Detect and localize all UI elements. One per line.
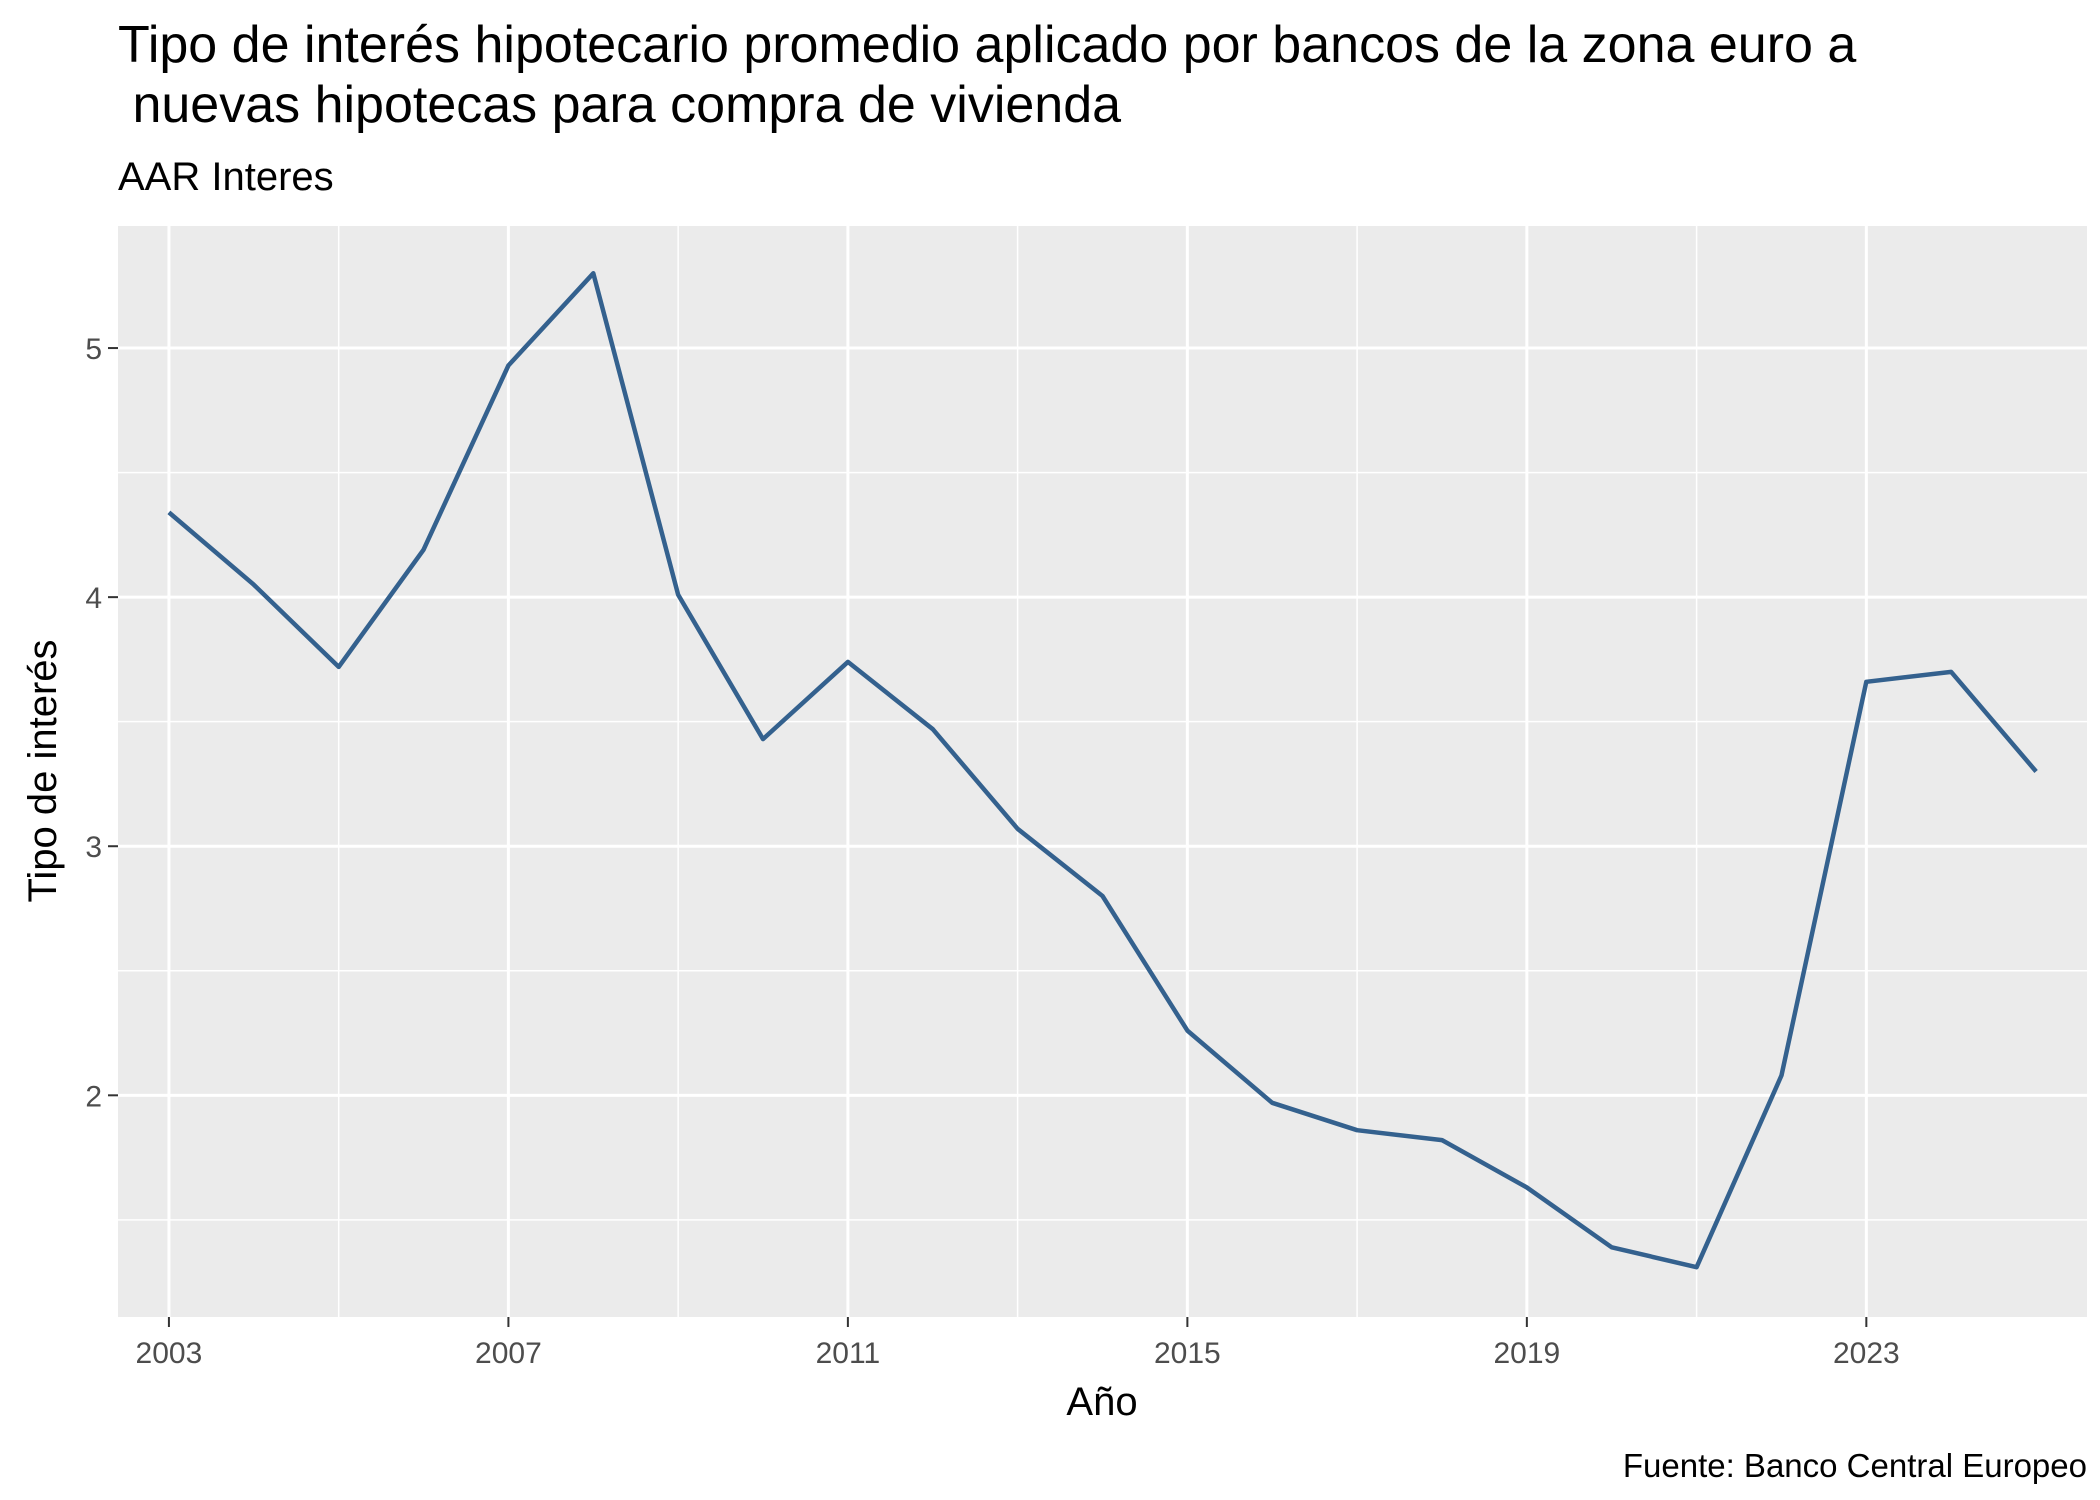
x-tick-label: 2019 — [1493, 1337, 1560, 1370]
chart-subtitle: AAR Interes — [118, 155, 334, 199]
plot-panel — [118, 226, 2087, 1317]
caption: Fuente: Banco Central Europeo — [1623, 1447, 2087, 1484]
y-axis-title: Tipo de interés — [21, 639, 65, 902]
x-tick-label: 2007 — [475, 1337, 542, 1370]
x-axis-title: Año — [1066, 1380, 1137, 1424]
x-tick-label: 2011 — [816, 1337, 881, 1370]
x-tick-label: 2015 — [1154, 1337, 1221, 1370]
y-tick-label: 5 — [85, 333, 102, 366]
chart-title-line-1: Tipo de interés hipotecario promedio apl… — [118, 16, 1856, 74]
x-tick-label: 2003 — [136, 1337, 203, 1370]
chart-title-line-2: nuevas hipotecas para compra de vivienda — [118, 76, 1121, 134]
y-tick-label: 4 — [85, 582, 102, 615]
x-tick-label: 2023 — [1833, 1337, 1900, 1370]
y-tick-label: 2 — [85, 1080, 102, 1113]
y-tick-label: 3 — [85, 831, 102, 864]
series-line — [167, 271, 2038, 1270]
